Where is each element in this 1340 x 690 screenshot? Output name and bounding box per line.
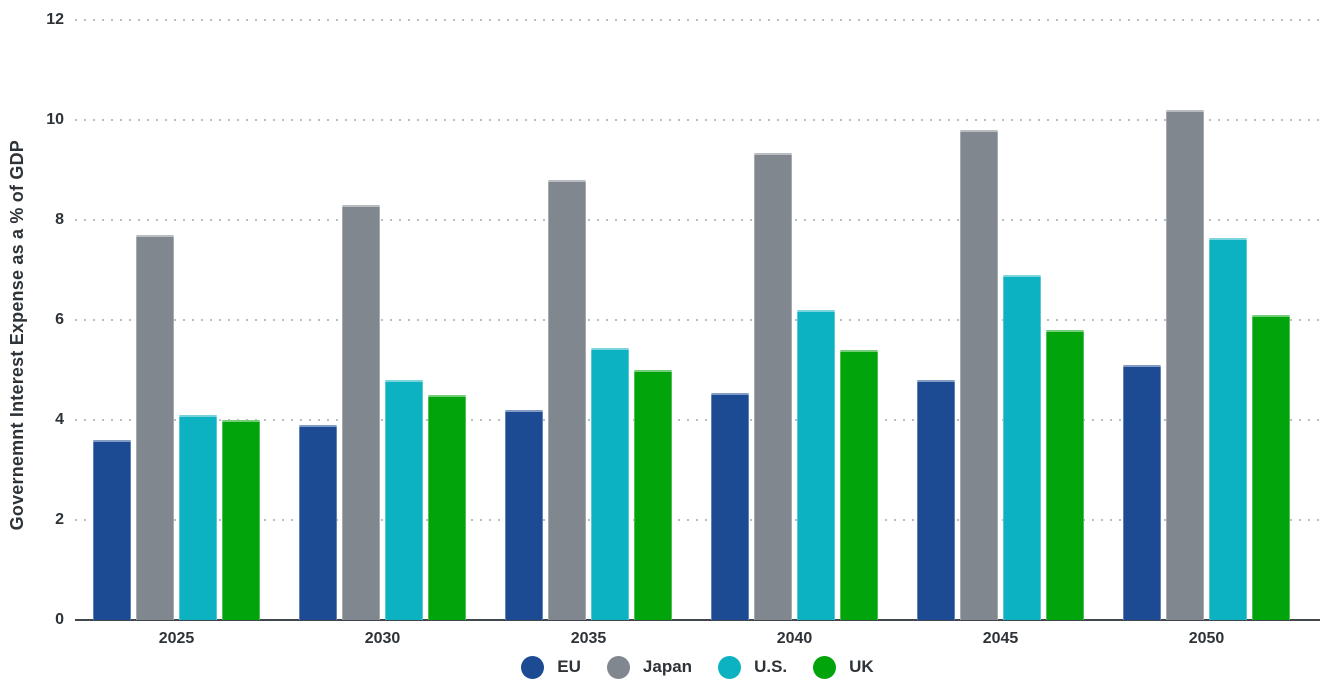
- bar-japan-2045: [960, 130, 998, 620]
- bar-uk-2040: [840, 350, 878, 620]
- bar-uk-2030: [428, 395, 466, 620]
- plot-area: [75, 19, 1320, 621]
- legend: EU Japan U.S. UK: [75, 652, 1320, 682]
- x-axis-label-2030: 2030: [364, 630, 401, 647]
- bar-japan-2040: [754, 152, 792, 620]
- legend-marker-japan-icon: [606, 655, 630, 679]
- bar-eu-2045: [917, 380, 955, 620]
- legend-item-us: U.S.: [718, 655, 788, 679]
- legend-marker-us-icon: [718, 655, 742, 679]
- bar-uk-2025: [222, 420, 260, 620]
- x-axis-label-2050: 2050: [1188, 630, 1225, 647]
- legend-label-eu: EU: [557, 657, 581, 676]
- y-axis-labels: 0 2 4 6 8 10 12: [0, 0, 64, 690]
- legend-marker-uk-icon: [813, 655, 837, 679]
- legend-label-us: U.S.: [754, 657, 788, 676]
- legend-marker-eu-icon: [521, 655, 545, 679]
- y-tick-label-4: 4: [55, 411, 64, 428]
- gridline-10: [75, 119, 1320, 121]
- y-tick-label-6: 6: [55, 311, 64, 328]
- x-axis-label-2035: 2035: [570, 630, 607, 647]
- gridline-8: [75, 219, 1320, 221]
- bar-eu-2050: [1123, 365, 1161, 620]
- y-tick-label-12: 12: [46, 11, 64, 28]
- bar-us-2045: [1003, 275, 1041, 620]
- bar-us-2025: [179, 415, 217, 620]
- legend-item-uk: UK: [813, 655, 874, 679]
- bar-japan-2030: [342, 205, 380, 620]
- bar-us-2050: [1209, 237, 1247, 620]
- legend-label-uk: UK: [849, 657, 874, 676]
- bar-uk-2050: [1252, 315, 1290, 620]
- bar-eu-2040: [711, 392, 749, 620]
- y-tick-label-10: 10: [46, 111, 64, 128]
- gridline-12: [75, 19, 1320, 21]
- bar-eu-2030: [299, 425, 337, 620]
- bar-japan-2050: [1166, 110, 1204, 620]
- gridline-6: [75, 319, 1320, 321]
- legend-item-japan: Japan: [606, 655, 693, 679]
- bar-eu-2035: [505, 410, 543, 620]
- legend-label-japan: Japan: [642, 657, 693, 676]
- x-axis-label-2040: 2040: [776, 630, 813, 647]
- bar-uk-2035: [634, 370, 672, 620]
- bar-japan-2035: [548, 180, 586, 620]
- bar-us-2030: [385, 380, 423, 620]
- bar-uk-2045: [1046, 330, 1084, 620]
- bar-us-2035: [591, 347, 629, 620]
- x-axis-label-2025: 2025: [158, 630, 195, 647]
- legend-item-eu: EU: [521, 655, 581, 679]
- gridline-2: [75, 519, 1320, 521]
- bar-japan-2025: [136, 235, 174, 620]
- y-tick-label-0: 0: [55, 611, 64, 628]
- x-axis-labels: 2025 2030 2035 2040 2045 2050: [75, 630, 1320, 652]
- bar-us-2040: [797, 310, 835, 620]
- bar-eu-2025: [93, 440, 131, 620]
- x-axis-line: [75, 619, 1320, 621]
- gridline-4: [75, 419, 1320, 421]
- y-tick-label-8: 8: [55, 211, 64, 228]
- y-tick-label-2: 2: [55, 511, 64, 528]
- x-axis-label-2045: 2045: [982, 630, 1019, 647]
